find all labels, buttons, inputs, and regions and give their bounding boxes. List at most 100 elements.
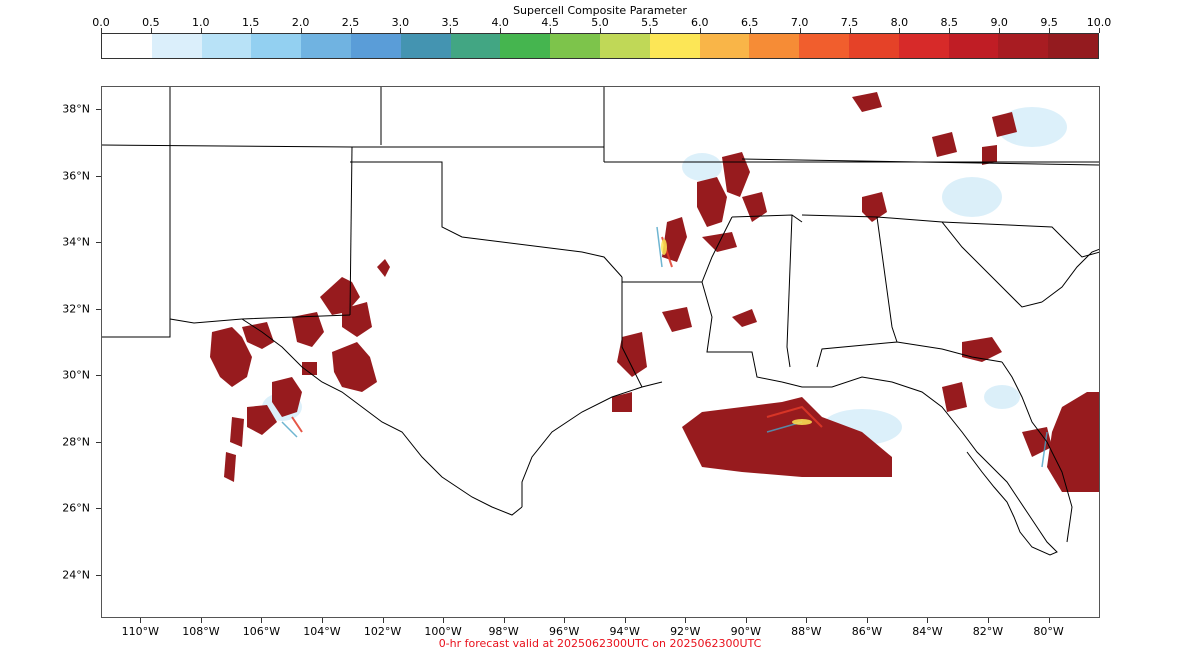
colorbar-segment bbox=[151, 34, 202, 58]
colorbar-tick-label: 5.0 bbox=[591, 16, 609, 29]
colorbar-segment bbox=[201, 34, 252, 58]
colorbar-segment bbox=[251, 34, 302, 58]
colorbar-segment bbox=[998, 34, 1049, 58]
longitude-tick bbox=[140, 618, 142, 623]
scp-field bbox=[210, 92, 1099, 492]
colorbar-tick bbox=[400, 28, 402, 33]
colorbar-tick-label: 4.0 bbox=[491, 16, 509, 29]
longitude-label: 84°W bbox=[912, 625, 943, 638]
colorbar-segment bbox=[898, 34, 949, 58]
colorbar-tick bbox=[699, 28, 701, 33]
colorbar-segment bbox=[649, 34, 700, 58]
map-canvas bbox=[102, 87, 1099, 556]
colorbar-segment bbox=[102, 34, 152, 58]
colorbar-tick-label: 9.5 bbox=[1040, 16, 1058, 29]
longitude-tick bbox=[443, 618, 445, 623]
colorbar-tick-label: 3.5 bbox=[441, 16, 460, 29]
colorbar-tick bbox=[799, 28, 801, 33]
colorbar-tick-label: 0.0 bbox=[92, 16, 110, 29]
colorbar-tick-label: 6.5 bbox=[740, 16, 759, 29]
colorbar-tick-label: 1.0 bbox=[192, 16, 210, 29]
colorbar-tick-label: 8.0 bbox=[890, 16, 909, 29]
colorbar-segment bbox=[799, 34, 849, 58]
colorbar-tick bbox=[1099, 28, 1100, 33]
colorbar-tick-label: 1.5 bbox=[241, 16, 260, 29]
colorbar-tick bbox=[450, 28, 452, 33]
colorbar-tick-label: 4.5 bbox=[541, 16, 559, 29]
latitude-label: 32°N bbox=[62, 302, 90, 316]
colorbar-tick bbox=[649, 28, 651, 33]
latitude-tick bbox=[96, 175, 101, 177]
latitude-label: 36°N bbox=[62, 169, 90, 183]
longitude-tick bbox=[866, 618, 868, 623]
latitude-label: 26°N bbox=[62, 501, 90, 515]
colorbar-segment bbox=[500, 34, 551, 58]
colorbar-tick bbox=[849, 28, 851, 33]
longitude-label: 82°W bbox=[972, 625, 1004, 638]
longitude-label: 108°W bbox=[182, 625, 220, 638]
latitude-tick bbox=[96, 242, 101, 244]
longitude-label: 96°W bbox=[548, 625, 580, 638]
colorbar-segment bbox=[350, 34, 401, 58]
longitude-tick bbox=[745, 618, 747, 623]
longitude-tick bbox=[261, 618, 263, 623]
longitude-label: 80°W bbox=[1033, 625, 1064, 638]
longitude-label: 100°W bbox=[424, 625, 462, 638]
colorbar-tick bbox=[550, 28, 552, 33]
colorbar-tick-label: 9.0 bbox=[990, 16, 1008, 29]
colorbar-title: Supercell Composite Parameter bbox=[513, 4, 687, 17]
longitude-label: 94°W bbox=[609, 625, 640, 638]
longitude-label: 110°W bbox=[121, 625, 160, 638]
state-borders bbox=[102, 87, 1099, 556]
latitude-tick bbox=[96, 375, 101, 377]
latitude-label: 28°N bbox=[62, 435, 90, 449]
colorbar-segment bbox=[450, 34, 501, 58]
colorbar bbox=[101, 33, 1099, 59]
map-frame bbox=[101, 86, 1100, 618]
longitude-tick bbox=[987, 618, 989, 623]
longitude-tick bbox=[927, 618, 929, 623]
colorbar-tick bbox=[350, 28, 352, 33]
colorbar-segment bbox=[599, 34, 650, 58]
latitude-label: 38°N bbox=[62, 102, 90, 116]
longitude-tick bbox=[503, 618, 505, 623]
colorbar-tick-label: 5.5 bbox=[641, 16, 659, 29]
longitude-label: 90°W bbox=[730, 625, 761, 638]
colorbar-tick bbox=[949, 28, 951, 33]
colorbar-tick bbox=[899, 28, 901, 33]
colorbar-tick-label: 3.0 bbox=[391, 16, 410, 29]
longitude-tick bbox=[685, 618, 687, 623]
colorbar-tick-label: 2.0 bbox=[291, 16, 310, 29]
colorbar-tick-label: 2.5 bbox=[341, 16, 360, 29]
colorbar-tick bbox=[600, 28, 601, 33]
longitude-tick bbox=[382, 618, 384, 623]
colorbar-tick bbox=[200, 28, 202, 33]
colorbar-tick bbox=[150, 28, 152, 33]
forecast-caption: 0-hr forecast valid at 2025062300UTC on … bbox=[438, 637, 762, 650]
colorbar-tick-label: 0.5 bbox=[142, 16, 160, 29]
longitude-label: 102°W bbox=[363, 625, 402, 638]
colorbar-segment bbox=[301, 34, 351, 58]
colorbar-tick-label: 7.5 bbox=[840, 16, 859, 29]
longitude-label: 106°W bbox=[242, 625, 281, 638]
longitude-label: 88°W bbox=[791, 625, 822, 638]
colorbar-segment bbox=[550, 34, 600, 58]
colorbar-tick bbox=[749, 28, 751, 33]
longitude-tick bbox=[1048, 618, 1050, 623]
longitude-label: 98°W bbox=[488, 625, 519, 638]
colorbar-tick bbox=[300, 28, 302, 33]
colorbar-segment bbox=[1048, 34, 1098, 58]
colorbar-tick-label: 6.0 bbox=[691, 16, 709, 29]
colorbar-tick-label: 7.0 bbox=[790, 16, 809, 29]
latitude-tick bbox=[96, 574, 101, 576]
longitude-tick bbox=[564, 618, 566, 623]
colorbar-segment bbox=[749, 34, 800, 58]
longitude-label: 86°W bbox=[851, 625, 883, 638]
latitude-tick bbox=[96, 441, 101, 443]
colorbar-segment bbox=[948, 34, 999, 58]
colorbar-tick bbox=[999, 28, 1001, 33]
longitude-tick bbox=[200, 618, 202, 623]
longitude-tick bbox=[624, 618, 626, 623]
colorbar-tick bbox=[500, 28, 502, 33]
